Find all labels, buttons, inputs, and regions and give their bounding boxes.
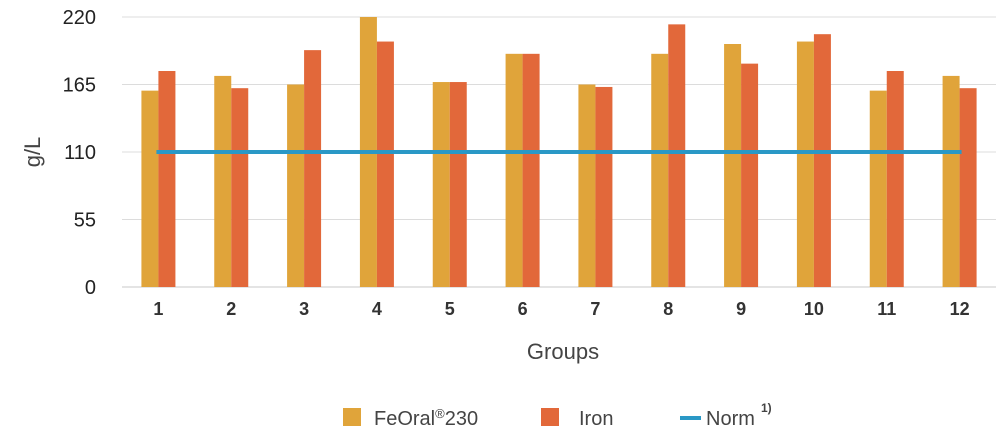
x-tick-label: 9 — [736, 299, 746, 319]
bar-feoral — [505, 53, 523, 288]
x-tick-label: 3 — [299, 299, 309, 319]
bar-feoral — [869, 90, 887, 288]
y-axis-title: g/L — [20, 137, 45, 168]
bar-feoral — [214, 75, 232, 287]
y-axis-ticks: 0 55 110 165 220 — [63, 7, 96, 299]
x-tick-label: 12 — [950, 299, 970, 319]
bar-feoral — [287, 84, 305, 287]
legend-swatch-iron — [541, 408, 559, 426]
x-axis-title: Groups — [527, 339, 599, 364]
x-tick-label: 10 — [804, 299, 824, 319]
bar-iron — [813, 34, 831, 287]
bar-feoral — [724, 44, 742, 287]
legend: FeOral®230 Iron Norm 1) — [343, 401, 772, 430]
legend-label-norm: Norm — [706, 408, 755, 430]
x-tick-label: 4 — [372, 299, 382, 319]
x-tick-label: 8 — [663, 299, 673, 319]
bar-iron — [449, 82, 467, 287]
bar-feoral — [432, 82, 450, 287]
bar-feoral — [578, 84, 596, 287]
y-tick-label: 220 — [63, 7, 96, 29]
x-tick-label: 7 — [590, 299, 600, 319]
bar-iron — [886, 71, 904, 287]
legend-swatch-feoral — [343, 408, 361, 426]
x-tick-label: 5 — [445, 299, 455, 319]
bar-feoral — [651, 53, 669, 288]
x-tick-label: 11 — [877, 299, 896, 319]
bars — [141, 17, 977, 288]
bar-iron — [376, 41, 394, 287]
legend-footnote-norm: 1) — [761, 401, 772, 415]
x-tick-label: 1 — [153, 299, 163, 319]
y-tick-label: 165 — [63, 75, 96, 97]
bar-iron — [741, 63, 759, 287]
legend-label-feoral: FeOral®230 — [374, 406, 478, 430]
bar-iron — [304, 50, 322, 287]
bar-iron — [231, 88, 249, 287]
bar-iron — [668, 24, 686, 287]
bar-iron — [522, 53, 540, 288]
bar-iron — [595, 86, 613, 287]
bar-iron — [959, 88, 977, 287]
legend-label-iron: Iron — [579, 408, 613, 430]
y-tick-label: 55 — [74, 210, 96, 232]
bar-feoral — [942, 75, 960, 287]
x-axis-ticks: 1 2 3 4 5 6 7 8 9 10 11 12 — [153, 299, 969, 319]
bar-iron — [158, 71, 176, 287]
x-tick-label: 6 — [518, 299, 528, 319]
y-tick-label: 110 — [64, 142, 96, 164]
y-tick-label: 0 — [85, 277, 96, 299]
x-tick-label: 2 — [226, 299, 236, 319]
bar-feoral — [141, 90, 159, 288]
bar-feoral — [796, 41, 814, 287]
